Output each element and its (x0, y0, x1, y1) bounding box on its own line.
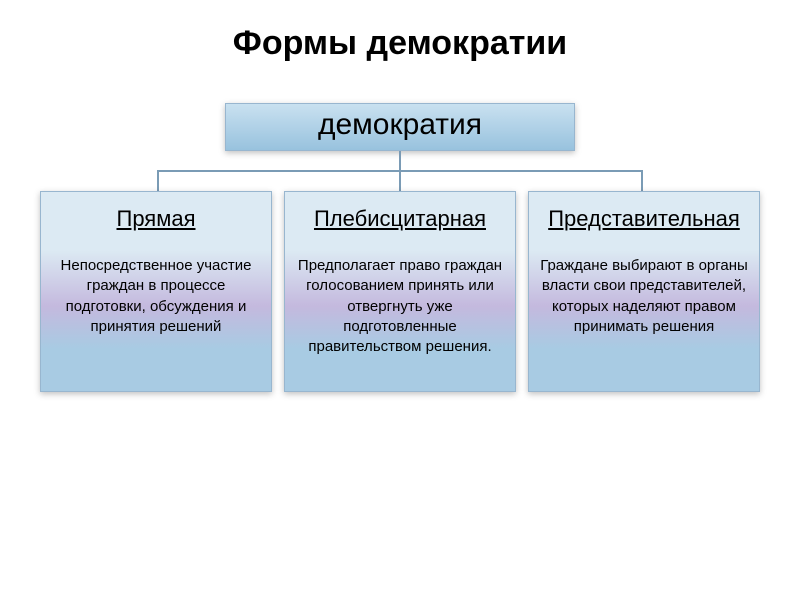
page-title: Формы демократии (0, 0, 800, 63)
child-body-wrap: Непосредственное участие граждан в проце… (41, 250, 271, 391)
child-body-plebiscitary: Предполагает право граждан голосованием … (285, 250, 515, 391)
child-node-plebiscitary: Плебисцитарная Предполагает право гражда… (284, 191, 516, 392)
child-heading-plebiscitary: Плебисцитарная (285, 192, 515, 250)
child-body-wrap: Предполагает право граждан голосованием … (285, 250, 515, 391)
org-chart: демократия Прямая Непосредственное участ… (40, 103, 760, 392)
connector-lines (40, 151, 760, 191)
child-node-representative: Представительная Граждане выбирают в орг… (528, 191, 760, 392)
child-node-direct: Прямая Непосредственное участие граждан … (40, 191, 272, 392)
child-heading-representative: Представительная (529, 192, 759, 250)
child-body-representative: Граждане выбирают в органы власти свои п… (529, 250, 759, 371)
root-node-label: демократия (318, 108, 482, 141)
children-row: Прямая Непосредственное участие граждан … (40, 191, 760, 392)
child-body-direct: Непосредственное участие граждан в проце… (41, 250, 271, 371)
child-body-wrap: Граждане выбирают в органы власти свои п… (529, 250, 759, 391)
child-heading-direct: Прямая (41, 192, 271, 250)
connector-path (158, 151, 642, 191)
root-node: демократия (225, 103, 575, 151)
